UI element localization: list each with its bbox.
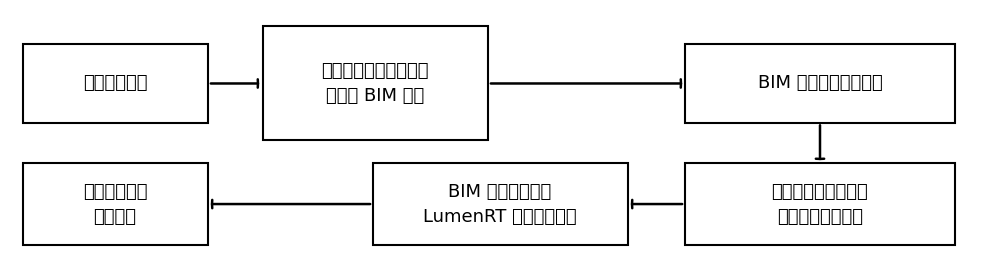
Text: 设计图纸审查: 设计图纸审查 — [83, 74, 147, 92]
Bar — [685, 163, 955, 245]
Text: BIM 三维模型导入
LumenRT 进行交通模拟: BIM 三维模型导入 LumenRT 进行交通模拟 — [423, 183, 577, 226]
Text: BIM 模型的拆分与编码: BIM 模型的拆分与编码 — [758, 74, 882, 92]
Bar — [372, 163, 628, 245]
Bar — [685, 44, 955, 122]
Bar — [262, 26, 488, 140]
Text: 交通车流量与早晚高
峰时间的数据统计: 交通车流量与早晚高 峰时间的数据统计 — [772, 183, 868, 226]
Bar — [23, 163, 208, 245]
Bar — [23, 44, 208, 122]
Text: 基于设计图纸和建模标
准建立 BIM 模型: 基于设计图纸和建模标 准建立 BIM 模型 — [321, 62, 429, 105]
Text: 合理组织交通
疏导措施: 合理组织交通 疏导措施 — [83, 183, 147, 226]
